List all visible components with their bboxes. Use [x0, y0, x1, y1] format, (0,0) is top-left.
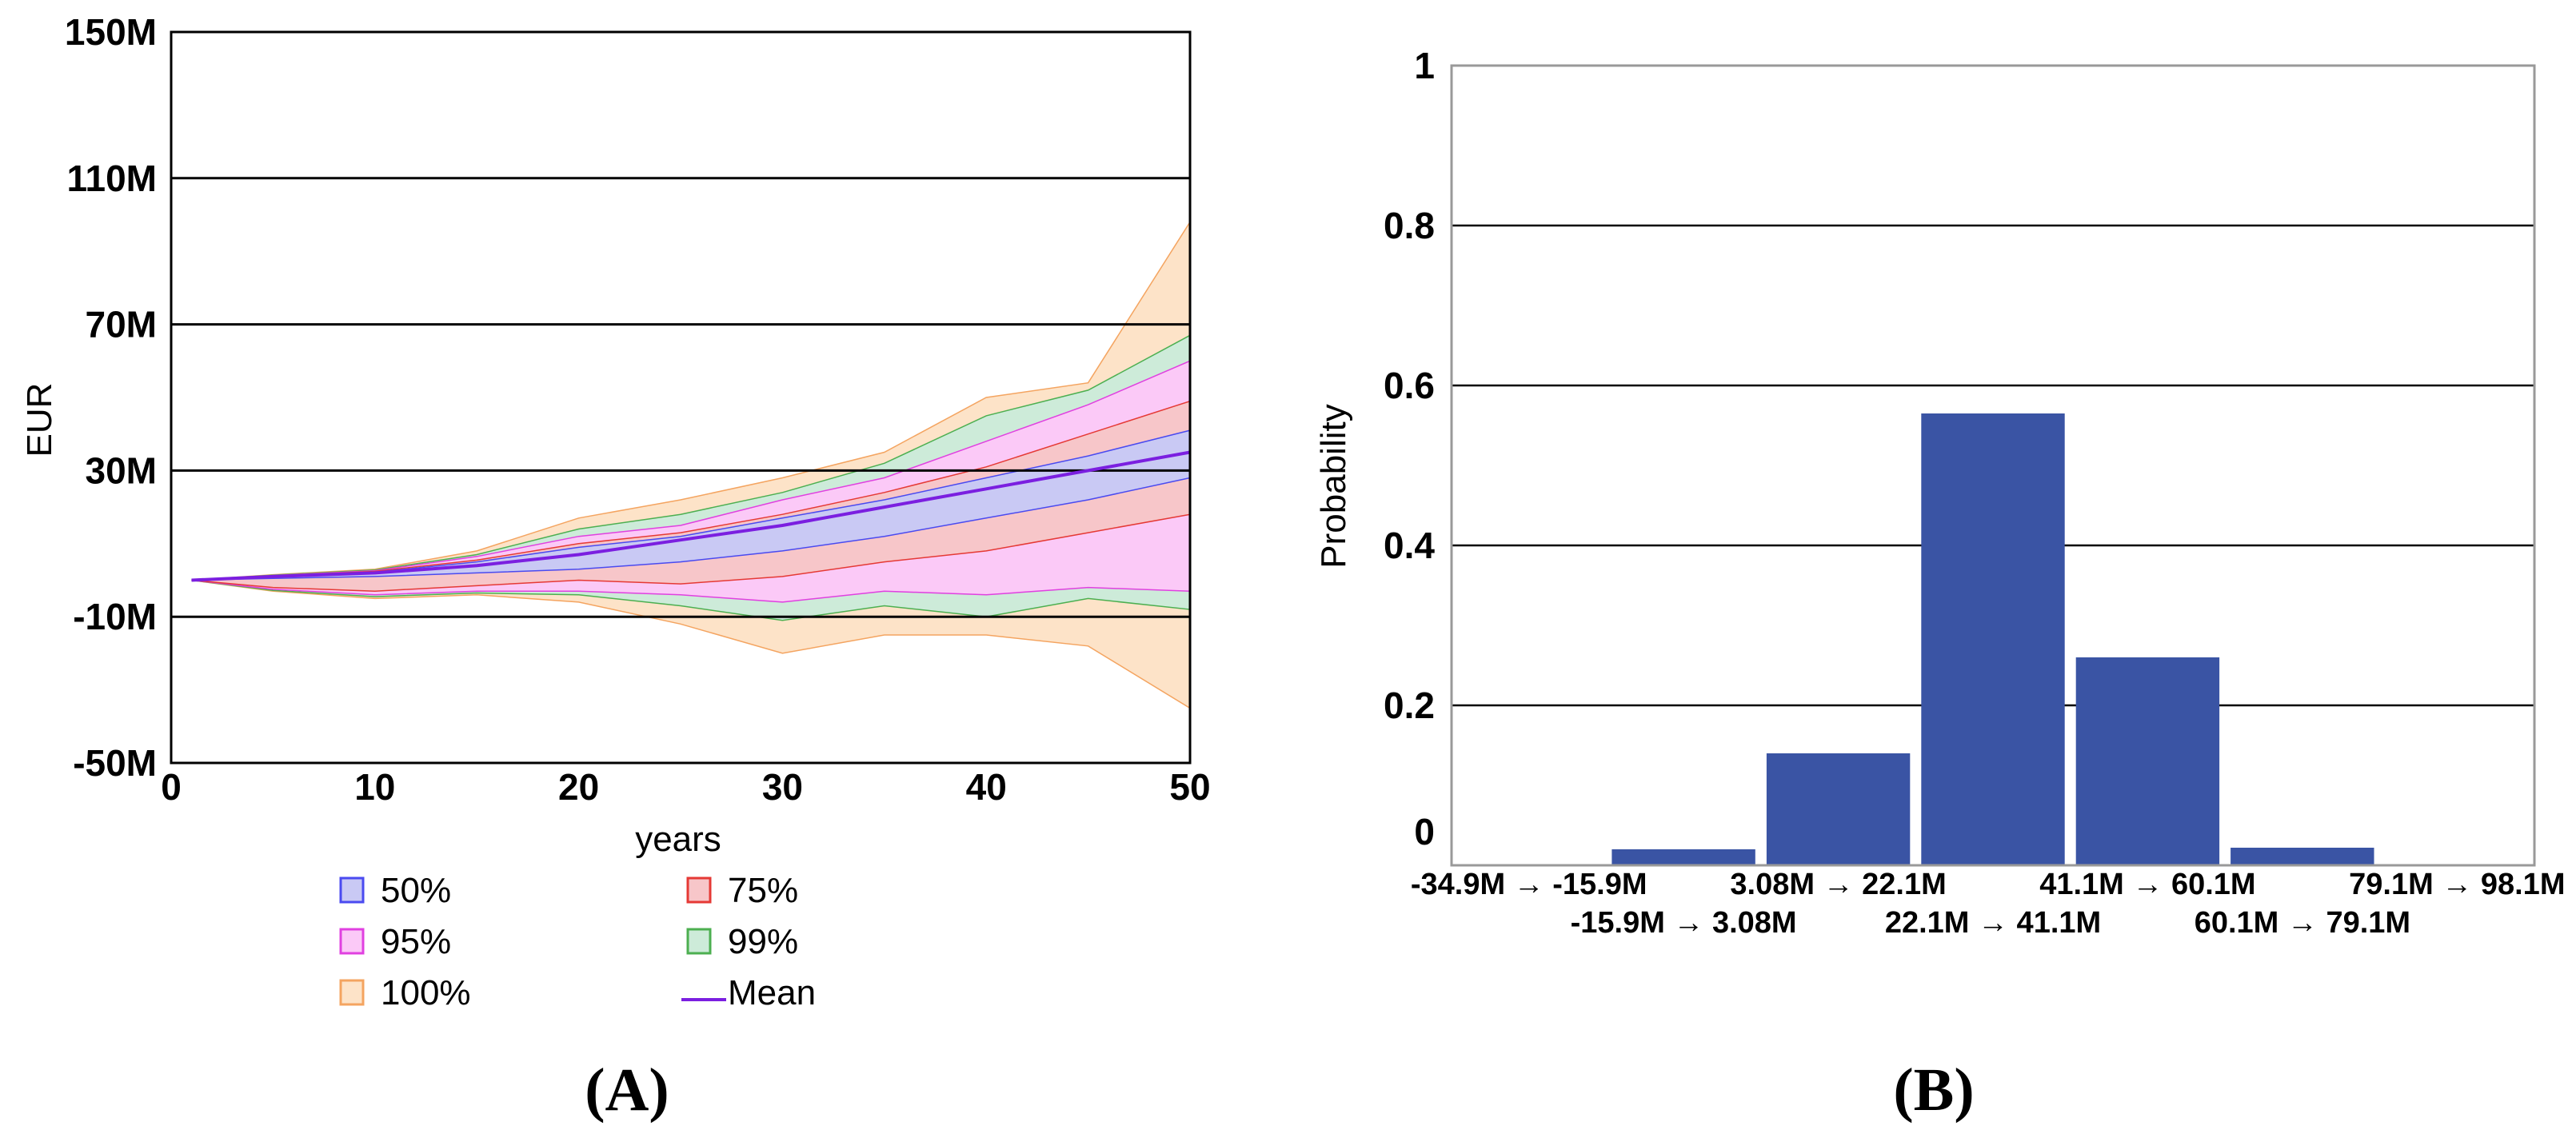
legend-label: 100% [381, 973, 471, 1012]
x-tick-label: 50 [1169, 766, 1210, 808]
bar [2075, 657, 2220, 865]
legend-label: 75% [728, 871, 798, 910]
y-tick-label: 70M [86, 304, 157, 345]
legend-item-50: 50% [339, 871, 451, 910]
x-tick-label: 30 [762, 766, 803, 808]
plot-frame [170, 30, 1192, 765]
y-tick-label: 150M [65, 11, 157, 53]
bars [1457, 413, 2529, 866]
x-axis-title: years [635, 820, 721, 859]
y-tick-label: 0.2 [1384, 685, 1435, 726]
x-tick-label: 79.1M → 98.1M [2349, 868, 2565, 901]
legend-item-mean: Mean [681, 973, 816, 1012]
bar [1611, 849, 1755, 865]
y-tick-label: 0 [1414, 811, 1435, 853]
y-axis-title: Probability [1314, 404, 1353, 568]
y-tick-label: 110M [66, 158, 157, 199]
x-tick-label: 20 [558, 766, 599, 808]
legend-label: 95% [381, 922, 451, 961]
x-tick-label: 40 [966, 766, 1007, 808]
plot-frame [1450, 64, 2536, 867]
legend-item-99: 99% [686, 922, 798, 961]
legend-label: 50% [381, 871, 451, 910]
bar [1766, 753, 1911, 865]
legend-label: Mean [728, 973, 816, 1012]
y-tick-label: 0.4 [1384, 525, 1435, 566]
bar [2231, 848, 2374, 865]
y-tick-labels: 150M 110M 70M 30M -10M -50M [65, 11, 157, 784]
panel-label-b: (B) [1893, 1056, 1974, 1124]
panel-b-chart: 1 0.8 0.6 0.4 0.2 0 -34.9M → -15.9M -15.9M → 3… [1314, 45, 2565, 940]
x-tick-label: -15.9M → 3.08M [1571, 906, 1797, 940]
legend-item-75: 75% [686, 871, 798, 910]
bar [1921, 413, 2065, 865]
y-tick-label: 0.8 [1384, 205, 1435, 246]
legend: 50% 75% 95% 99% 100% Mean [339, 871, 816, 1012]
x-tick-label: 0 [161, 766, 182, 808]
y-tick-label: -50M [73, 742, 157, 784]
y-tick-labels: 1 0.8 0.6 0.4 0.2 0 [1384, 45, 1435, 853]
mean-line-group [191, 450, 1191, 582]
legend-swatch [339, 928, 365, 955]
y-axis-title: EUR [20, 383, 59, 457]
y-tick-label: 30M [86, 449, 157, 491]
legend-label: 99% [728, 922, 798, 961]
legend-swatch [686, 876, 712, 904]
legend-swatch [339, 979, 365, 1006]
x-tick-label: 10 [354, 766, 395, 808]
panel-label-a: (A) [585, 1056, 669, 1124]
panel-a-chart: 150M 110M 70M 30M -10M -50M 0 10 20 30 40 50 EUR y… [20, 11, 1211, 1012]
y-tick-label: 1 [1414, 45, 1435, 86]
legend-item-100: 100% [339, 973, 471, 1012]
band-areas [191, 220, 1191, 709]
x-tick-labels: 0 10 20 30 40 50 [161, 766, 1210, 808]
x-tick-label: -34.9M → -15.9M [1411, 868, 1647, 901]
x-tick-labels: -34.9M → -15.9M -15.9M → 3.08M 3.08M → 22.… [1411, 868, 2566, 940]
y-tick-label: -10M [73, 596, 157, 637]
x-tick-label: 22.1M → 41.1M [1885, 906, 2101, 940]
y-tick-label: 0.6 [1384, 365, 1435, 406]
legend-swatch [339, 876, 365, 904]
gridlines [171, 177, 1190, 618]
x-tick-label: 41.1M → 60.1M [2039, 868, 2255, 901]
legend-item-95: 95% [339, 922, 451, 961]
x-tick-label: 60.1M → 79.1M [2195, 906, 2410, 940]
x-tick-label: 3.08M → 22.1M [1730, 868, 1946, 901]
legend-swatch [686, 928, 712, 955]
mean-line [191, 450, 1191, 582]
